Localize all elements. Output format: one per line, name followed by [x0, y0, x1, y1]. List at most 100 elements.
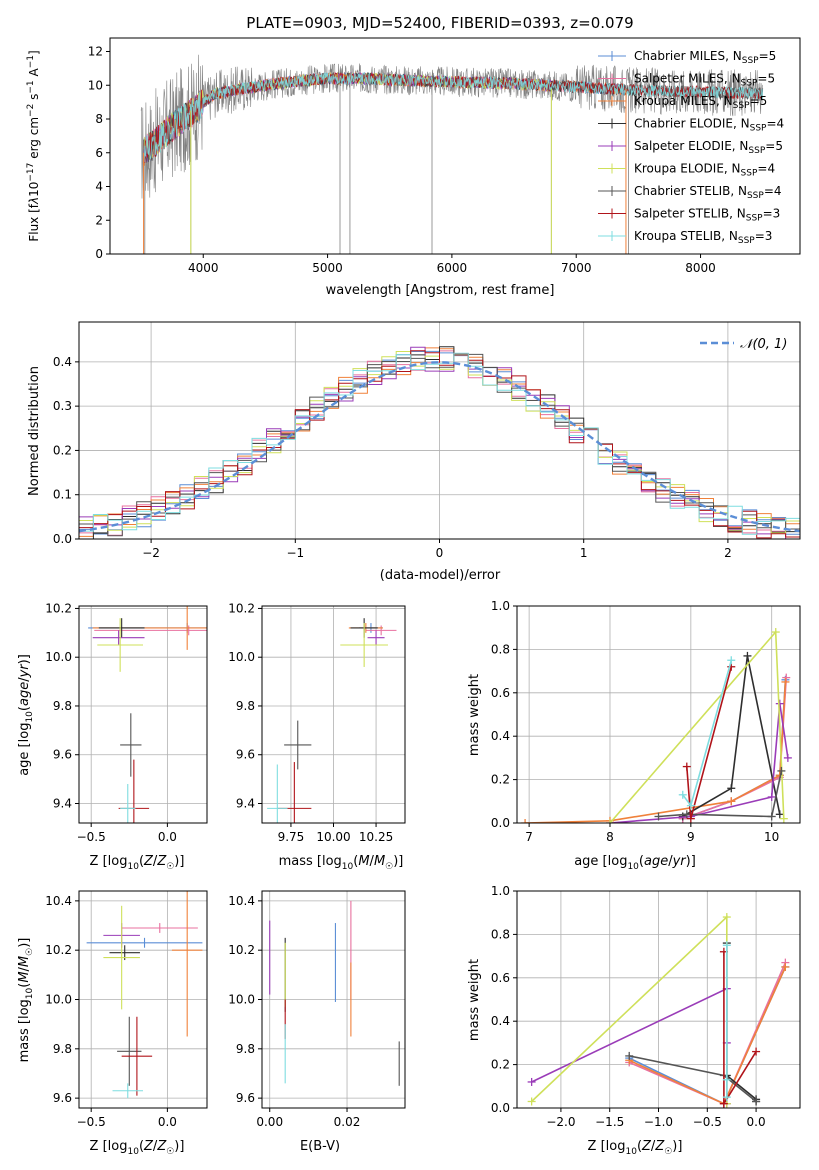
error-bar-point: [267, 764, 288, 823]
x-tick-label: 10.25: [359, 830, 393, 844]
spectrum-xlabel: wavelength [Angstrom, rest frame]: [326, 283, 555, 298]
y-tick-label: 10.2: [45, 943, 72, 957]
residual-histogram: [79, 350, 800, 539]
error-bar-point: [120, 783, 136, 823]
weight-line: [658, 770, 783, 818]
error-bar-point: [103, 905, 140, 1010]
weight-marker: [678, 790, 687, 799]
mass-vs-ebv-xlabel: E(B-V): [300, 1139, 340, 1154]
y-tick-label: 0.1: [53, 488, 72, 502]
x-tick-label: 5000: [312, 261, 343, 275]
x-tick-label: 6000: [437, 261, 468, 275]
weight-marker: [781, 677, 790, 686]
error-bar-point: [367, 630, 385, 646]
spectrum-ylabel: Flux [fλ10−17 erg cm−2 s−1 A−1]: [26, 50, 41, 241]
y-tick-label: 0.4: [53, 355, 72, 369]
y-tick-label: 9.4: [53, 796, 72, 810]
y-tick-label: 0.3: [53, 399, 72, 413]
weight-marker: [775, 810, 784, 819]
weight-marker: [654, 812, 663, 821]
weight-vs-age-xlabel: age [log10(age/yr)]: [574, 854, 696, 872]
x-tick-label: −0.5: [77, 1115, 106, 1129]
spectrum-legend: Chabrier MILES, NSSP=5 Salpeter MILES, NS…: [598, 49, 784, 246]
mass-vs-Z-ylabel: mass [log10(M/M☉)]: [17, 938, 35, 1063]
spectrum-panel: PLATE=0903, MJD=52400, FIBERID=0393, z=0…: [26, 14, 801, 298]
error-bar-point: [340, 623, 388, 667]
weight-marker: [682, 762, 691, 771]
error-bar-point: [86, 937, 203, 948]
weight-marker: [719, 1099, 728, 1108]
legend-label: Chabrier STELIB, NSSP=4: [634, 184, 782, 201]
x-tick-label: 8000: [685, 261, 716, 275]
y-tick-label: 0.2: [491, 773, 510, 787]
x-tick-label: 7: [525, 830, 533, 844]
x-tick-label: 0.0: [158, 830, 177, 844]
weight-marker: [686, 801, 695, 810]
y-tick-label: 0.4: [491, 729, 510, 743]
x-tick-label: −1.0: [644, 1115, 673, 1129]
error-bar-point: [121, 1016, 153, 1096]
weight-marker: [767, 812, 776, 821]
error-bar-point: [92, 630, 145, 646]
residuals-ylabel: Normed distribution: [27, 366, 42, 496]
y-tick-label: 10.2: [228, 601, 255, 615]
figure-title: PLATE=0903, MJD=52400, FIBERID=0393, z=0…: [246, 14, 633, 32]
weight-line: [682, 655, 781, 818]
x-tick-label: −1.5: [595, 1115, 624, 1129]
weight-vs-Z-panel: −2.0 −1.5 −1.0 −0.5 0.0 0.0 0.2 0.4 0.6 0.8 1.0: [491, 884, 801, 1129]
weight-marker: [682, 810, 691, 819]
weight-marker: [722, 1093, 731, 1102]
weight-vs-age-ylabel: mass weight: [467, 674, 482, 756]
legend-label: Salpeter STELIB, NSSP=3: [634, 207, 780, 224]
model-spectrum: [143, 71, 764, 163]
y-tick-label: 0.4: [491, 1014, 510, 1028]
y-tick-label: 9.8: [236, 1042, 255, 1056]
weight-marker: [605, 819, 614, 823]
y-tick-label: 9.8: [53, 699, 72, 713]
x-tick-label: 1: [580, 546, 588, 560]
legend-label: Salpeter ELODIE, NSSP=5: [634, 139, 783, 156]
weight-marker: [775, 699, 784, 708]
weight-marker: [743, 651, 752, 660]
x-tick-label: 2: [724, 546, 732, 560]
residuals-legend: 𝒩(0, 1): [700, 337, 787, 352]
x-tick-label: −0.5: [77, 830, 106, 844]
error-bar-point: [98, 618, 145, 638]
residuals-panel: −2 −1 0 1 2 0.0 0.1 0.2 0.3 0.4 𝒩(0, 1) (data-mod…: [27, 321, 801, 583]
x-tick-label: −0.5: [693, 1115, 722, 1129]
y-tick-label: 10.0: [45, 993, 72, 1007]
weight-marker: [779, 814, 788, 823]
y-tick-label: 4: [95, 180, 103, 194]
x-tick-label: −2: [142, 546, 160, 560]
y-tick-label: 0.8: [491, 642, 510, 656]
y-tick-label: 0.6: [491, 971, 510, 985]
gaussian-curve: [79, 361, 800, 533]
age-vs-Z-ylabel: age [log10(age/yr)]: [17, 654, 35, 776]
x-tick-label: 0.0: [747, 1115, 766, 1129]
error-bar-point: [120, 713, 142, 777]
x-tick-label: 0.00: [256, 1115, 283, 1129]
y-tick-label: 0.2: [53, 443, 72, 457]
y-tick-label: 0.2: [491, 1058, 510, 1072]
y-tick-label: 9.6: [53, 1091, 72, 1105]
x-tick-label: −2.0: [546, 1115, 575, 1129]
weight-vs-Z-ylabel: mass weight: [467, 959, 482, 1041]
x-tick-label: 0.0: [158, 1115, 177, 1129]
weight-marker: [727, 784, 736, 793]
y-tick-label: 9.8: [236, 699, 255, 713]
residual-histogram: [79, 352, 800, 537]
x-tick-label: 9.75: [278, 830, 305, 844]
y-tick-label: 12: [88, 45, 103, 59]
mass-vs-Z-xlabel: Z [log10(Z/Z☉)]: [90, 1139, 185, 1157]
error-bar-point: [365, 625, 397, 636]
y-tick-label: 0.0: [491, 1101, 510, 1115]
mass-vs-Z-panel: −0.5 0.0 9.6 9.8 10.0 10.2 10.4: [45, 890, 208, 1129]
x-tick-label: 8: [606, 830, 614, 844]
y-tick-label: 10.2: [228, 943, 255, 957]
y-tick-label: 9.6: [236, 748, 255, 762]
x-tick-label: 10.00: [316, 830, 350, 844]
x-tick-label: −1: [286, 546, 304, 560]
y-tick-label: 9.6: [236, 1091, 255, 1105]
y-tick-label: 10.4: [45, 894, 72, 908]
